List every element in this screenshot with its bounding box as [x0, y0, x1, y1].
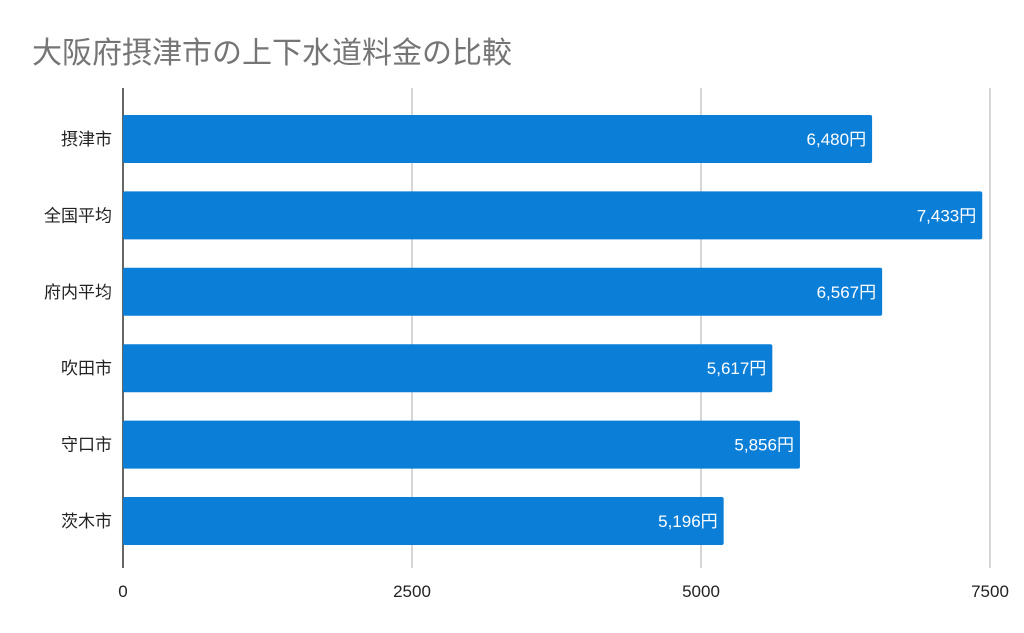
- chart-title: 大阪府摂津市の上下水道料金の比較: [32, 36, 512, 71]
- bar: [123, 115, 873, 163]
- category-label: 全国平均: [44, 206, 112, 226]
- data-label: 7,433円: [917, 206, 977, 225]
- category-label: 摂津市: [61, 130, 112, 150]
- category-label: 茨木市: [61, 512, 112, 532]
- bars: 6,480円 7,433円 6,567円 5,617円 5,856円 5,196円: [123, 115, 983, 545]
- bar: [123, 191, 983, 240]
- bar: [123, 497, 724, 545]
- gridlines: [122, 88, 991, 568]
- x-tick-label: 5000: [682, 582, 720, 601]
- bar: [123, 344, 773, 393]
- data-label: 5,196円: [658, 512, 718, 531]
- data-label: 6,567円: [817, 283, 877, 302]
- category-label: 守口市: [61, 436, 112, 456]
- x-tick-label: 7500: [971, 582, 1009, 601]
- data-label: 5,856円: [734, 436, 794, 455]
- category-label: 吹田市: [61, 359, 112, 379]
- x-tick-label: 2500: [393, 582, 431, 601]
- x-tick-label: 0: [118, 582, 127, 601]
- bar: [123, 267, 883, 316]
- bar: [123, 420, 800, 469]
- category-label: 府内平均: [44, 283, 112, 303]
- x-tick-labels: 0 2500 5000 7500: [118, 582, 1009, 601]
- data-label: 6,480円: [807, 130, 867, 149]
- data-label: 5,617円: [707, 359, 767, 378]
